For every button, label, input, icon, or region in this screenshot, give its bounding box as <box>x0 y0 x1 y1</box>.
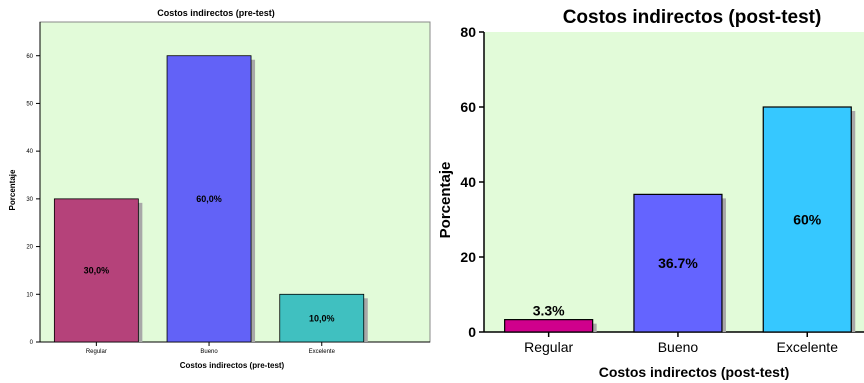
post-test-x-axis-label: Costos indirectos (post-test) <box>599 364 790 380</box>
pre-test-y-tick-label: 10 <box>26 292 33 298</box>
post-test-y-tick-label: 0 <box>468 324 476 340</box>
pre-test-y-tick-label: 30 <box>26 197 33 203</box>
post-test-data-label: 3.3% <box>533 303 565 319</box>
post-test-title: Costos indirectos (post-test) <box>563 7 822 28</box>
post-test-x-tick-label: Bueno <box>658 339 699 355</box>
pre-test-x-tick-label: Regular <box>86 349 107 355</box>
pre-test-x-axis-label: Costos indirectos (pre-test) <box>180 361 285 370</box>
pre-test-y-tick-label: 20 <box>26 245 33 251</box>
pre-test-y-tick-label: 50 <box>26 102 33 108</box>
post-test-data-label: 36.7% <box>658 255 698 271</box>
pre-test-bar-excelente <box>279 293 365 343</box>
post-test-bar-excelente <box>762 106 852 333</box>
pre-test-bar-bueno <box>166 55 252 343</box>
pre-test-bar-regular <box>53 198 139 343</box>
pre-test-x-tick-label: Bueno <box>200 349 218 355</box>
post-test-y-axis-label: Porcentaje <box>437 162 454 239</box>
post-test-y-tick-label: 60 <box>460 99 476 115</box>
pre-test-title: Costos indirectos (pre-test) <box>157 8 275 18</box>
post-test-bar-bueno <box>633 193 723 333</box>
post-test-chart: 0 20 40 60 80 3.3% 36.7% 60% Regular Bueno Excel… <box>437 7 864 380</box>
pre-test-x-tick-label: Excelente <box>309 349 336 355</box>
post-test-x-tick-label: Excelente <box>777 339 839 355</box>
post-test-x-tick-label: Regular <box>524 339 573 355</box>
pre-test-data-label: 10,0% <box>309 313 335 323</box>
pre-test-y-tick-label: 0 <box>30 340 34 346</box>
pre-test-data-label: 30,0% <box>84 266 110 276</box>
post-test-bar-regular <box>504 319 594 333</box>
post-test-y-tick-label: 80 <box>460 24 476 40</box>
pre-test-chart: 0 10 20 30 40 50 60 30,0% 60,0% 10,0% Regular Bue… <box>8 8 431 370</box>
pre-test-y-axis-label: Porcentaje <box>8 169 17 210</box>
post-test-data-label: 60% <box>793 211 822 227</box>
post-test-y-tick-label: 20 <box>460 249 476 265</box>
pre-test-y-tick-label: 40 <box>26 149 33 155</box>
post-test-y-tick-label: 40 <box>460 174 476 190</box>
pre-test-data-label: 60,0% <box>196 194 222 204</box>
pre-test-y-tick-label: 60 <box>26 54 33 60</box>
